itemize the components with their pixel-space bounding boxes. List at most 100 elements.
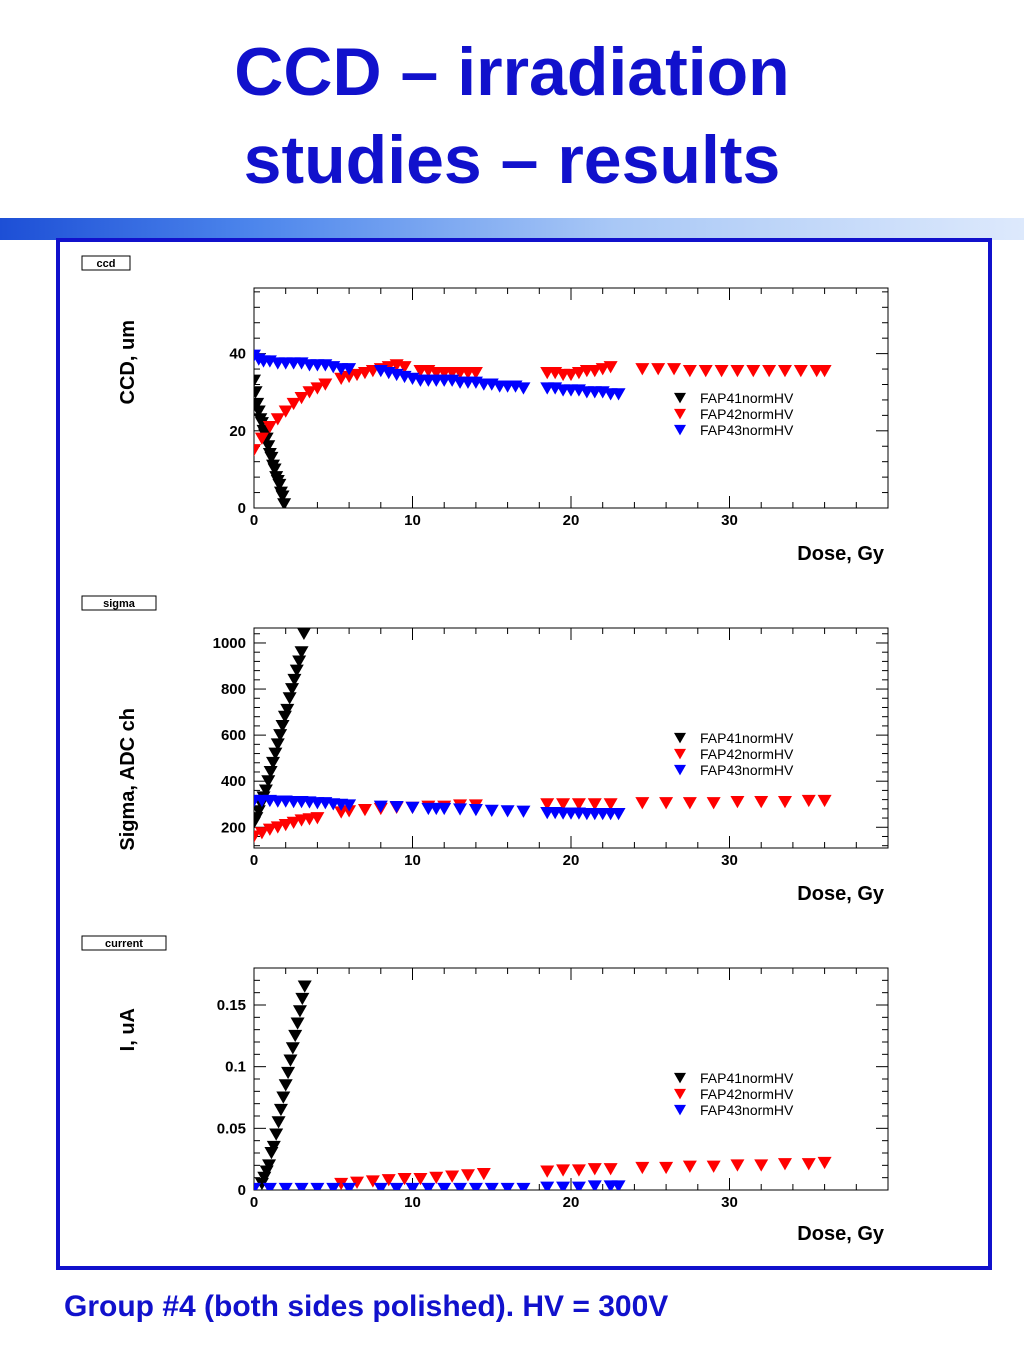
y-tick-label: 0.15 (217, 997, 246, 1014)
y-axis-label: I, uA (117, 1008, 139, 1051)
legend-marker (674, 748, 686, 760)
data-point (682, 797, 697, 810)
series-FAP43normHV (254, 349, 626, 401)
legend-label: FAP41normHV (700, 730, 794, 746)
data-point (730, 365, 745, 378)
data-point (262, 1159, 277, 1172)
data-point (262, 420, 277, 434)
data-point (817, 1156, 832, 1170)
data-point (297, 628, 311, 641)
data-point (282, 692, 297, 705)
data-point (611, 807, 626, 821)
data-point (564, 368, 578, 382)
data-point (587, 1163, 602, 1176)
data-point (334, 372, 349, 386)
x-axis-label: Dose, Gy (797, 543, 885, 565)
data-point (777, 1158, 792, 1171)
y-tick-label: 800 (221, 681, 246, 698)
data-point (611, 388, 626, 401)
data-point (280, 703, 295, 717)
data-point (587, 1180, 602, 1190)
x-tick-label: 30 (721, 852, 738, 869)
panel-sigma: sigma 0 10 20 30 200 400 600 800 1000 Dose, Gy Sigm… (81, 595, 889, 905)
data-point (270, 413, 285, 426)
data-point (285, 683, 300, 696)
data-point (285, 1042, 300, 1055)
data-point (389, 1182, 404, 1190)
data-point (429, 1171, 444, 1184)
data-point (373, 1182, 388, 1190)
legend-label: FAP41normHV (700, 1070, 794, 1086)
data-point (281, 1066, 296, 1080)
x-tick-label: 10 (404, 1194, 421, 1211)
data-point (254, 405, 266, 418)
x-tick-label: 20 (563, 1194, 580, 1211)
data-point (290, 1017, 305, 1030)
data-point (254, 812, 264, 825)
data-point (262, 823, 277, 836)
data-point (357, 366, 372, 380)
data-point (460, 1169, 475, 1182)
data-point (295, 992, 310, 1006)
data-point (571, 798, 586, 811)
data-point (294, 1182, 309, 1190)
data-point (817, 794, 832, 808)
data-point (405, 1182, 420, 1190)
data-point (350, 1176, 365, 1189)
data-point (421, 1182, 436, 1190)
legend-marker (674, 764, 686, 776)
y-tick-label: 0.05 (217, 1120, 246, 1137)
title-line-2: studies – results (243, 122, 781, 198)
data-point (706, 797, 721, 810)
data-point (468, 1182, 483, 1190)
legend-marker (674, 732, 686, 744)
data-point (659, 1161, 674, 1175)
data-point (571, 1181, 586, 1190)
data-point (682, 1160, 697, 1173)
data-point (540, 1165, 555, 1178)
title-line-1: CCD – irradiation (234, 34, 790, 110)
data-point (516, 382, 531, 395)
data-point (651, 363, 666, 376)
header-gradient-bar (0, 218, 1024, 240)
data-point (714, 365, 729, 378)
x-tick-label: 0 (250, 512, 258, 529)
data-point (635, 797, 650, 810)
data-point (793, 365, 808, 378)
y-tick-label: 200 (221, 819, 246, 836)
data-point (556, 798, 571, 811)
data-point (262, 1182, 277, 1190)
data-point (278, 1079, 293, 1092)
data-point (278, 819, 293, 832)
y-tick-label: 40 (229, 346, 246, 363)
legend-marker (674, 1104, 686, 1116)
data-point (468, 366, 483, 380)
legend-label: FAP41normHV (700, 390, 794, 406)
data-point (611, 1180, 626, 1190)
data-point (266, 756, 281, 770)
data-point (263, 766, 278, 779)
x-tick-label: 10 (404, 512, 421, 529)
data-point (540, 798, 555, 811)
data-point (254, 386, 263, 399)
data-point (540, 1181, 555, 1190)
x-tick-label: 0 (250, 1194, 258, 1211)
y-tick-label: 0 (238, 1182, 246, 1199)
data-point (297, 980, 312, 993)
y-tick-label: 600 (221, 727, 246, 744)
data-point (365, 1175, 380, 1188)
x-tick-label: 30 (721, 512, 738, 529)
x-tick-label: 10 (404, 852, 421, 869)
panel-tag-box (81, 595, 157, 611)
series-FAP42normHV (254, 359, 832, 457)
data-point (817, 365, 832, 378)
data-point (801, 1158, 816, 1171)
legend-label: FAP43normHV (700, 1102, 794, 1118)
data-point (254, 444, 261, 457)
data-point (310, 382, 325, 395)
data-point (292, 655, 307, 668)
data-point (294, 646, 309, 659)
data-point (556, 1164, 571, 1177)
data-point (275, 490, 290, 503)
panel-ccd: ccd 0 10 20 30 0 20 40 Dose, Gy CCD, um FAP41normH… (81, 255, 889, 565)
